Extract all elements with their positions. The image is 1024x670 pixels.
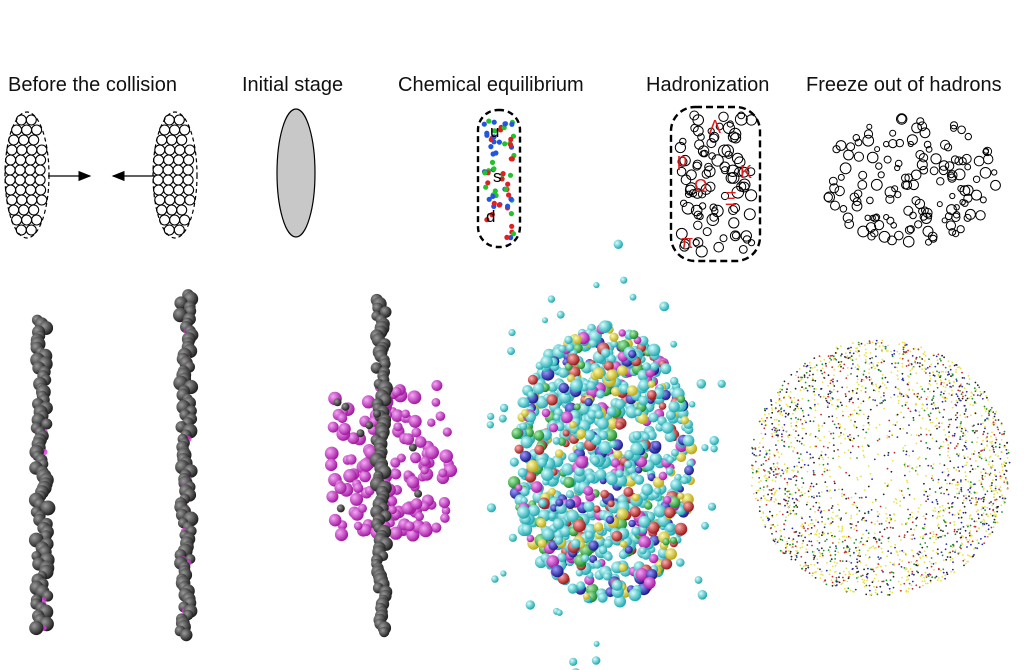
- quark-label-d: d: [486, 207, 495, 226]
- simulation-collision: [324, 293, 458, 638]
- nucleus-left-schematic: [4, 111, 50, 239]
- simulation-fireball: [486, 239, 726, 670]
- hadron-label-p: p: [677, 150, 687, 170]
- hadron-label-omega: Ω: [694, 176, 707, 196]
- simulation-nucleus-left: [28, 314, 56, 636]
- stage-title-freeze: Freeze out of hadrons: [806, 74, 1002, 96]
- stage-title-equilibrium: Chemical equilibrium: [398, 74, 584, 96]
- stage-title-before: Before the collision: [8, 74, 177, 96]
- simulation-nucleus-right: [173, 289, 199, 642]
- quark-label-s: s: [493, 167, 502, 186]
- hadron-label-k: K: [740, 162, 752, 182]
- simulation-freeze-out: [751, 339, 1011, 596]
- stage-title-initial: Initial stage: [242, 74, 344, 96]
- nucleus-right-schematic: [152, 111, 198, 239]
- hadron-label-pi: π: [681, 232, 693, 252]
- hadronization-schematic: Λ p K Ω Ξ π: [669, 105, 762, 263]
- initial-stage-ellipse: [276, 108, 316, 238]
- stage-title-hadronization: Hadronization: [646, 74, 770, 96]
- freeze-out-schematic: [823, 113, 1001, 248]
- hadron-label-lambda: Λ: [709, 117, 721, 137]
- quark-label-u: u: [490, 122, 499, 141]
- hadron-label-xi: Ξ: [725, 189, 737, 209]
- quark-gluon-plasma-schematic: u s d: [476, 108, 522, 249]
